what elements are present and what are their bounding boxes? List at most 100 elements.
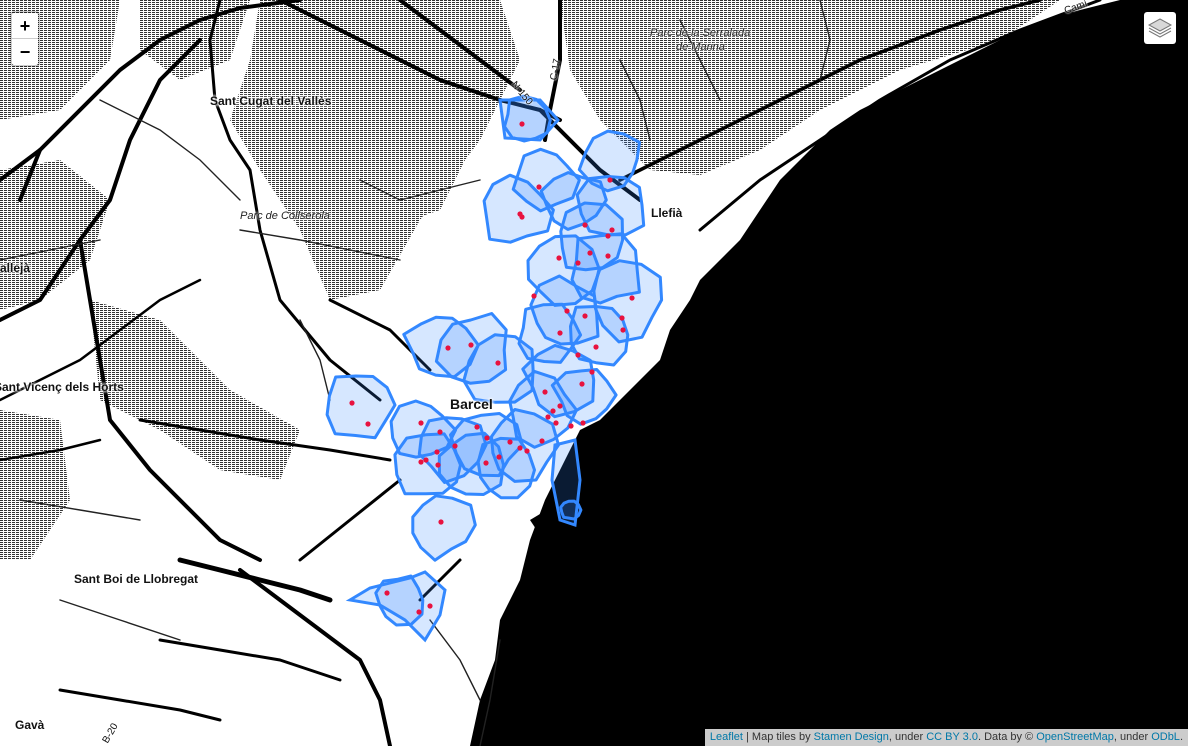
coverage-polygon[interactable] xyxy=(462,333,535,404)
label-barcelona: Barcel xyxy=(450,396,493,412)
coverage-polygon[interactable] xyxy=(476,436,536,500)
sample-point[interactable] xyxy=(582,222,588,228)
sample-point[interactable] xyxy=(495,360,501,366)
sample-point[interactable] xyxy=(474,424,480,430)
layers-icon xyxy=(1147,18,1173,38)
sample-point[interactable] xyxy=(524,448,530,454)
coverage-polygon[interactable] xyxy=(577,129,642,193)
sample-point[interactable] xyxy=(445,345,451,351)
label-llefia: Llefià xyxy=(651,206,683,220)
coverage-polygon[interactable] xyxy=(550,368,618,426)
sample-point[interactable] xyxy=(553,420,559,426)
sample-point[interactable] xyxy=(427,603,433,609)
label-gava: Gavà xyxy=(15,718,45,732)
sample-point[interactable] xyxy=(629,295,635,301)
sample-point[interactable] xyxy=(545,414,551,420)
coverage-polygon[interactable] xyxy=(402,315,480,379)
label-palleja: Pallejà xyxy=(0,261,31,275)
roads-minor xyxy=(0,0,831,746)
sample-point[interactable] xyxy=(575,260,581,266)
sample-point[interactable] xyxy=(452,443,458,449)
coverage-polygon[interactable] xyxy=(550,438,582,528)
sample-points xyxy=(349,121,635,615)
coverage-polygon[interactable] xyxy=(569,305,630,367)
sample-point[interactable] xyxy=(496,454,502,460)
sample-point[interactable] xyxy=(550,408,556,414)
attribution-text: , under xyxy=(1113,731,1152,743)
sample-point[interactable] xyxy=(418,420,424,426)
attribution-text: , under xyxy=(888,731,927,743)
sample-point[interactable] xyxy=(564,308,570,314)
sample-point[interactable] xyxy=(507,439,513,445)
roads-major xyxy=(0,0,1102,746)
stamen-link[interactable]: Stamen Design xyxy=(813,731,889,743)
attribution-text: . xyxy=(1179,731,1183,743)
sample-point[interactable] xyxy=(580,420,586,426)
map-attribution: Leaflet | Map tiles by Stamen Design, un… xyxy=(704,729,1188,746)
sample-point[interactable] xyxy=(582,313,588,319)
sample-point[interactable] xyxy=(438,519,444,525)
sample-point[interactable] xyxy=(539,438,545,444)
sample-point[interactable] xyxy=(557,403,563,409)
label-sant-cugat: Sant Cugat del Vallès xyxy=(210,94,332,108)
sample-point[interactable] xyxy=(531,293,537,299)
ccby-link[interactable]: CC BY 3.0 xyxy=(926,731,978,743)
sample-point[interactable] xyxy=(620,327,626,333)
osm-link[interactable]: OpenStreetMap xyxy=(1036,731,1114,743)
coverage-polygon[interactable] xyxy=(345,570,447,643)
label-sant-vicenc: Sant Vicenç dels Horts xyxy=(0,380,124,394)
sample-point[interactable] xyxy=(579,381,585,387)
sample-point[interactable] xyxy=(423,457,429,463)
sample-point[interactable] xyxy=(434,449,440,455)
coverage-polygon[interactable] xyxy=(482,173,555,244)
sample-point[interactable] xyxy=(349,400,355,406)
zoom-out-button[interactable]: − xyxy=(12,39,38,65)
sample-point[interactable] xyxy=(605,233,611,239)
label-serralada-2: de Marina xyxy=(676,41,725,53)
sample-point[interactable] xyxy=(484,435,490,441)
coverage-polygon[interactable] xyxy=(411,494,477,562)
sample-point[interactable] xyxy=(365,421,371,427)
sample-point[interactable] xyxy=(556,255,562,261)
coverage-polygon[interactable] xyxy=(325,374,397,440)
leaflet-link[interactable]: Leaflet xyxy=(709,731,743,743)
coverage-polygon[interactable] xyxy=(434,312,508,385)
zoom-in-button[interactable]: + xyxy=(12,13,38,39)
coverage-polygon[interactable] xyxy=(389,399,458,459)
sample-point[interactable] xyxy=(575,352,581,358)
sample-point[interactable] xyxy=(609,227,615,233)
label-collserola: Parc de Collserola xyxy=(240,210,330,222)
terrain-hatch xyxy=(0,0,1060,560)
coverage-polygon[interactable] xyxy=(498,98,561,142)
sample-point[interactable] xyxy=(418,459,424,465)
label-serralada-1: Parc de la Serralada xyxy=(650,27,751,39)
coverage-polygon[interactable] xyxy=(490,408,560,483)
sample-point[interactable] xyxy=(437,429,443,435)
sample-point[interactable] xyxy=(416,609,422,615)
zoom-control: + − xyxy=(10,11,40,67)
sample-point[interactable] xyxy=(483,460,489,466)
coverage-polygon[interactable] xyxy=(511,147,581,213)
sample-point[interactable] xyxy=(542,389,548,395)
sample-point[interactable] xyxy=(435,462,441,468)
sample-point[interactable] xyxy=(519,214,525,220)
sample-point[interactable] xyxy=(557,330,563,336)
sample-point[interactable] xyxy=(517,445,523,451)
odbl-link[interactable]: ODbL xyxy=(1151,731,1180,743)
sample-point[interactable] xyxy=(587,250,593,256)
sample-point[interactable] xyxy=(519,121,525,127)
sample-point[interactable] xyxy=(605,253,611,259)
layers-control-button[interactable] xyxy=(1142,10,1178,46)
label-sant-boi: Sant Boi de Llobregat xyxy=(74,572,199,586)
sample-point[interactable] xyxy=(589,369,595,375)
sample-point[interactable] xyxy=(607,177,613,183)
sample-point[interactable] xyxy=(568,423,574,429)
sample-point[interactable] xyxy=(593,344,599,350)
sample-point[interactable] xyxy=(468,342,474,348)
sea xyxy=(470,0,1188,746)
sample-point[interactable] xyxy=(536,184,542,190)
sample-point[interactable] xyxy=(619,315,625,321)
sample-point[interactable] xyxy=(384,590,390,596)
